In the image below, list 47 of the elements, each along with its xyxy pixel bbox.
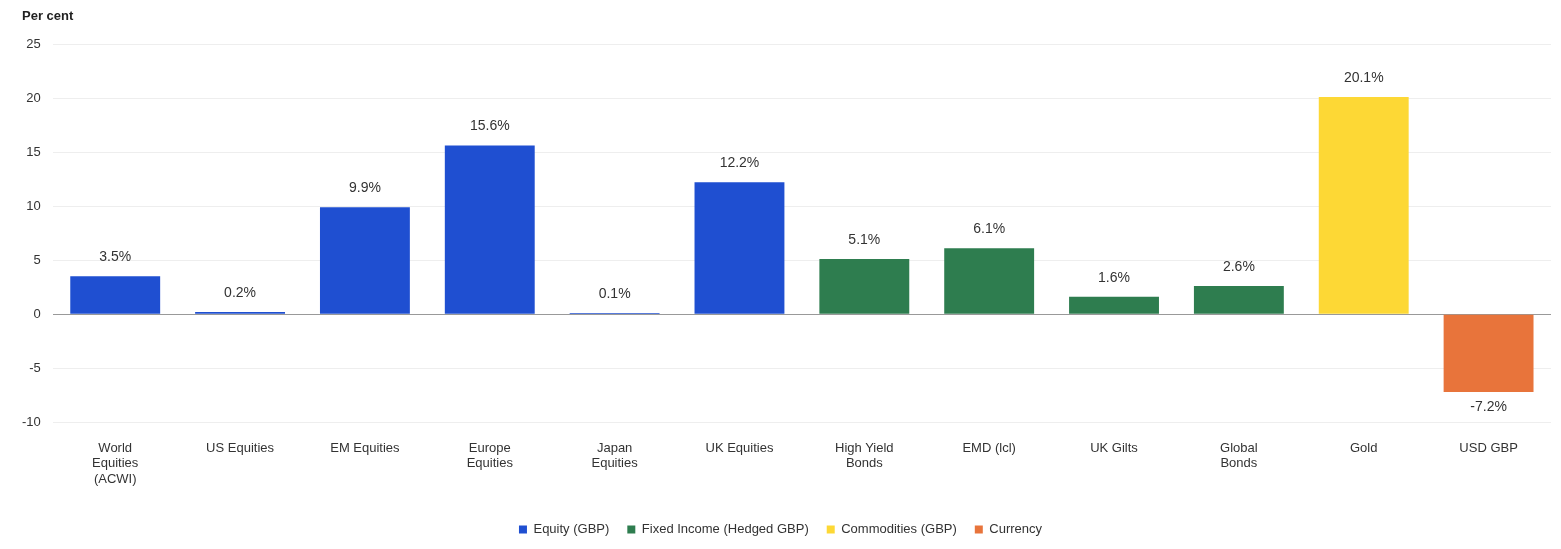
bar — [944, 248, 1035, 314]
data-label: 5.1% — [848, 230, 881, 247]
bar — [444, 145, 535, 314]
legend-label: Commodities (GBP) — [841, 521, 957, 537]
x-tick-label: World Equities (ACWI) — [92, 439, 139, 486]
bar — [1069, 296, 1159, 314]
y-tick-label: 10 — [26, 197, 41, 213]
y-tick-label: 15 — [26, 143, 41, 159]
x-tick-label: USD GBP — [1459, 439, 1518, 455]
y-tick-label: 0 — [33, 305, 41, 321]
legend-label: Currency — [989, 521, 1043, 537]
x-tick-label: Gold — [1349, 439, 1378, 455]
bar — [819, 259, 910, 314]
legend-label: Fixed Income (Hedged GBP) — [641, 521, 809, 537]
x-tick-label: UK Equities — [705, 439, 774, 455]
x-tick-label: High Yield Bonds — [835, 439, 894, 471]
data-label: 3.5% — [99, 248, 132, 265]
data-label: -7.2% — [1470, 397, 1507, 414]
y-axis-title: Per cent — [22, 8, 74, 23]
bar — [70, 276, 161, 314]
data-label: 20.1% — [1343, 68, 1384, 85]
x-tick-label: UK Gilts — [1090, 439, 1139, 455]
data-label: 0.1% — [598, 284, 631, 301]
x-tick-label: Europe Equities — [466, 439, 514, 471]
y-tick-label: 20 — [26, 89, 41, 105]
x-tick-label: US Equities — [206, 439, 275, 455]
data-label: 6.1% — [973, 220, 1006, 237]
data-label: 0.2% — [224, 283, 257, 300]
data-label: 9.9% — [348, 179, 381, 196]
x-tick-label: EM Equities — [330, 439, 401, 455]
bar — [694, 182, 785, 314]
y-tick-label: 5 — [33, 251, 41, 267]
bar — [1193, 286, 1284, 314]
y-tick-label: 25 — [26, 35, 41, 51]
bar — [319, 207, 410, 314]
data-label: 2.6% — [1222, 257, 1255, 274]
y-tick-label: -10 — [21, 413, 41, 429]
x-tick-label: Japan Equities — [591, 439, 639, 471]
data-label: 1.6% — [1098, 268, 1130, 285]
bar — [1443, 314, 1534, 392]
bar — [1318, 96, 1409, 314]
x-tick-label: EMD (lcl) — [962, 439, 1016, 455]
data-label: 15.6% — [469, 117, 510, 134]
data-label: 12.2% — [719, 154, 760, 171]
legend-label: Equity (GBP) — [533, 521, 610, 537]
x-tick-label: Global Bonds — [1220, 439, 1258, 471]
y-tick-label: -5 — [29, 359, 41, 375]
